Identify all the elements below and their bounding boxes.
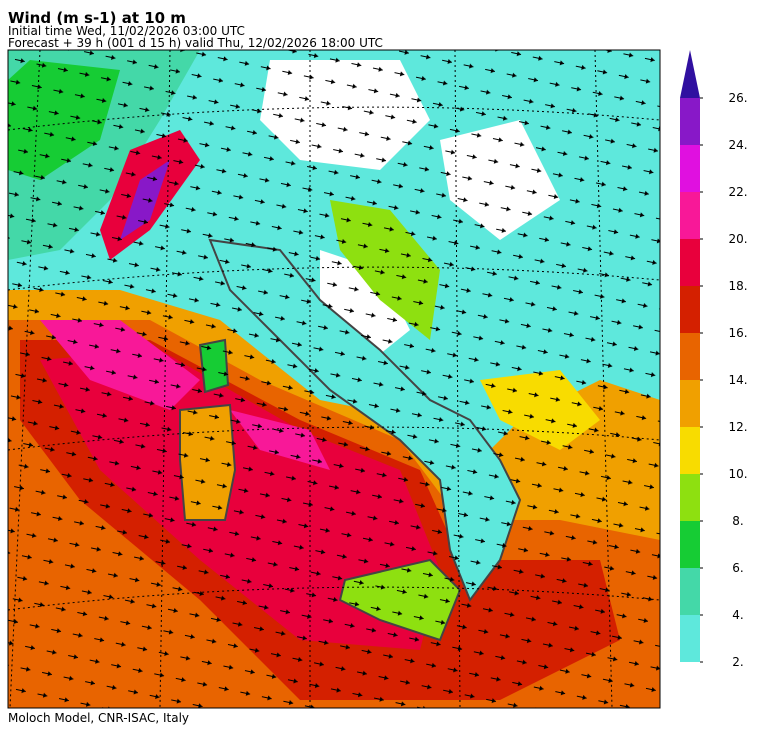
title: Wind (m s-1) at 10 m xyxy=(8,9,186,27)
colorbar-segment xyxy=(680,521,700,568)
initial-time: Initial time Wed, 11/02/2026 03:00 UTC xyxy=(8,24,245,38)
colorbar-segment xyxy=(680,239,700,286)
colorbar-segment xyxy=(680,474,700,521)
colorbar-label: 8. xyxy=(732,514,743,528)
colorbar-segment xyxy=(680,192,700,239)
footer: Moloch Model, CNR-ISAC, Italy xyxy=(8,711,189,725)
colorbar: 2. 4. 6. 8. 10. 12. 14. 16. 18. 20. 22. 24. 26. xyxy=(680,50,748,669)
colorbar-segment xyxy=(680,568,700,615)
colorbar-label: 20. xyxy=(728,232,747,246)
colorbar-label: 10. xyxy=(728,467,747,481)
map-frame xyxy=(7,49,661,709)
colorbar-segment xyxy=(680,615,700,662)
colorbar-segment xyxy=(680,286,700,333)
colorbar-label: 2. xyxy=(732,655,743,669)
colorbar-label: 4. xyxy=(732,608,743,622)
colorbar-segment xyxy=(680,333,700,380)
colorbar-label: 12. xyxy=(728,420,747,434)
colorbar-segment xyxy=(680,380,700,427)
colorbar-label: 22. xyxy=(728,185,747,199)
forecast-time: Forecast + 39 h (001 d 15 h) valid Thu, … xyxy=(8,36,383,50)
colorbar-segment xyxy=(680,427,700,474)
colorbar-label: 6. xyxy=(732,561,743,575)
colorbar-label: 18. xyxy=(728,279,747,293)
colorbar-segment xyxy=(680,145,700,192)
colorbar-label: 24. xyxy=(728,138,747,152)
wind-map xyxy=(8,50,660,708)
colorbar-label: 26. xyxy=(728,91,747,105)
colorbar-label: 14. xyxy=(728,373,747,387)
colorbar-label: 16. xyxy=(728,326,747,340)
colorbar-extend xyxy=(680,50,700,98)
colorbar-segment xyxy=(680,98,700,145)
